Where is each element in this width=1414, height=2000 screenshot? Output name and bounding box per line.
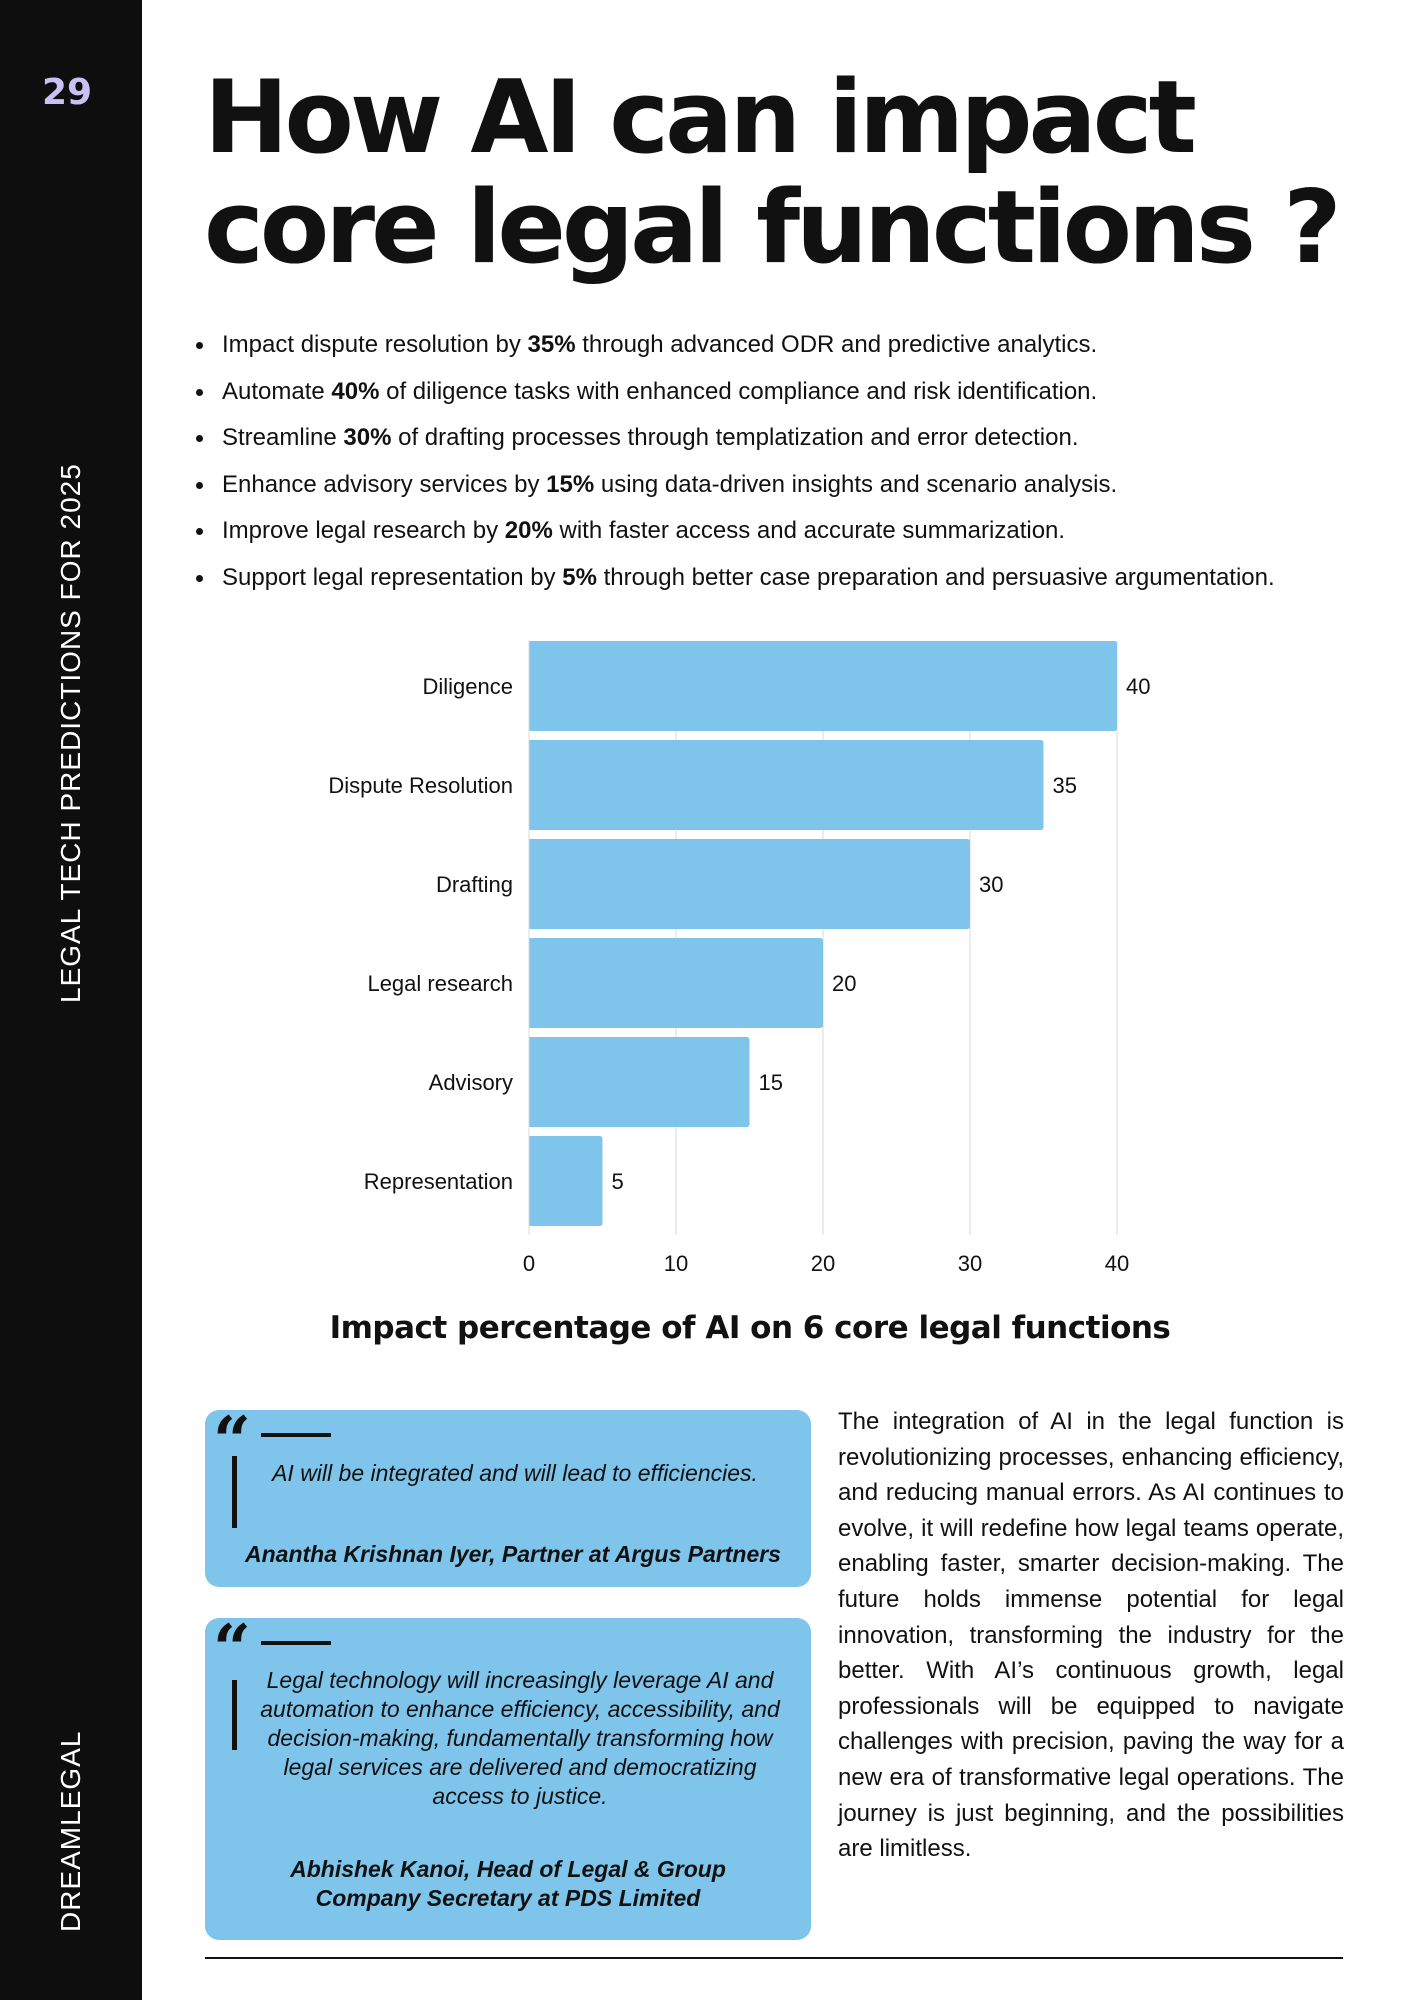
bullet-item: Impact dispute resolution by 35% through… <box>196 327 1396 374</box>
category-label: Representation <box>364 1169 513 1194</box>
x-tick-label: 30 <box>958 1251 982 1276</box>
x-tick-label: 10 <box>664 1251 688 1276</box>
page-title-line-1: How AI can impact <box>204 58 1197 176</box>
quote-author: Abhishek Kanoi, Head of Legal & Group Co… <box>290 1856 726 1911</box>
data-label: 40 <box>1126 674 1150 699</box>
bullet-item: Streamline 30% of drafting processes thr… <box>196 420 1396 467</box>
quote-bar <box>232 1680 237 1750</box>
impact-bar-chart: 0 10 20 30 40 Diligence 40 Dispute Resolution 35… <box>328 641 1150 1276</box>
quote-rule <box>261 1433 331 1437</box>
quote-text: AI will be integrated and will lead to e… <box>272 1460 758 1486</box>
page-number: 29 <box>42 72 93 113</box>
side-brand-label: DREAMLEGAL <box>55 1730 86 1932</box>
quote-card: “ AI will be integrated and will lead to… <box>205 1402 811 1587</box>
quote-author: Anantha Krishnan Iyer, Partner at Argus … <box>245 1541 781 1567</box>
impact-bullet-list: Impact dispute resolution by 35% through… <box>196 327 1396 606</box>
data-label: 30 <box>979 872 1003 897</box>
quote-card: “ Legal technology will increasingly lev… <box>205 1610 811 1940</box>
bullet-item: Automate 40% of diligence tasks with enh… <box>196 374 1396 421</box>
page-title: How AI can impact core legal functions ? <box>204 62 1384 282</box>
x-tick-label: 40 <box>1105 1251 1129 1276</box>
data-label: 35 <box>1053 773 1077 798</box>
page-title-line-2: core legal functions ? <box>204 168 1342 286</box>
data-label: 20 <box>832 971 856 996</box>
bullet-item: Improve legal research by 20% with faste… <box>196 513 1396 560</box>
quote-mark-icon: “ <box>213 1402 251 1480</box>
x-tick-label: 0 <box>523 1251 535 1276</box>
category-label: Advisory <box>429 1070 513 1095</box>
bullet-item: Enhance advisory services by 15% using d… <box>196 467 1396 514</box>
quote-rule <box>261 1641 331 1645</box>
sidebar: 29 LEGAL TECH PREDICTIONS FOR 2025 DREAM… <box>0 0 142 2000</box>
quote-text: Legal technology will increasingly lever… <box>260 1667 780 1809</box>
data-label: 5 <box>612 1169 624 1194</box>
category-label: Diligence <box>423 674 514 699</box>
bar <box>529 839 970 929</box>
bar <box>529 740 1044 830</box>
data-label: 15 <box>759 1070 783 1095</box>
bar <box>529 938 823 1028</box>
bar <box>529 1136 603 1226</box>
quote-bar <box>232 1456 237 1528</box>
category-label: Dispute Resolution <box>328 773 513 798</box>
quote-mark-icon: “ <box>213 1610 251 1688</box>
x-tick-label: 20 <box>811 1251 835 1276</box>
category-label: Legal research <box>367 971 513 996</box>
bar <box>529 1037 750 1127</box>
body-paragraph: The integration of AI in the legal funct… <box>838 1408 1344 1863</box>
chart-title: Impact percentage of AI on 6 core legal … <box>329 1310 1171 1346</box>
bar <box>529 641 1117 731</box>
category-label: Drafting <box>436 872 513 897</box>
bottom-divider <box>205 1957 1343 1959</box>
bullet-item: Support legal representation by 5% throu… <box>196 560 1396 607</box>
